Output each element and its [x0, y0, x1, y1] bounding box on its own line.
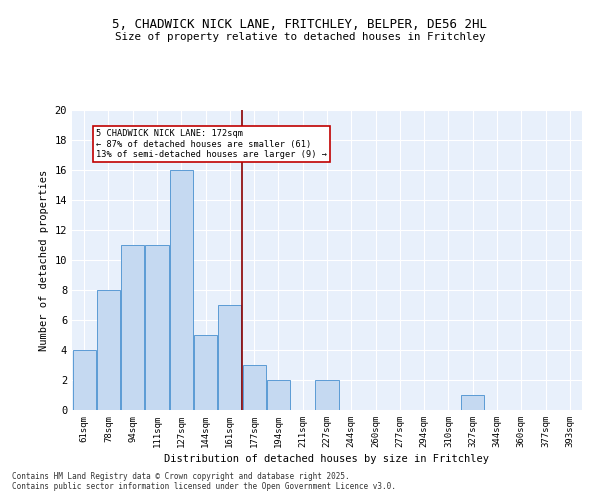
Bar: [461, 395, 484, 410]
Bar: [242, 365, 266, 410]
Text: 5 CHADWICK NICK LANE: 172sqm
← 87% of detached houses are smaller (61)
13% of se: 5 CHADWICK NICK LANE: 172sqm ← 87% of de…: [96, 130, 327, 160]
Text: Contains public sector information licensed under the Open Government Licence v3: Contains public sector information licen…: [12, 482, 396, 491]
Text: Size of property relative to detached houses in Fritchley: Size of property relative to detached ho…: [115, 32, 485, 42]
Bar: [194, 335, 217, 410]
Y-axis label: Number of detached properties: Number of detached properties: [39, 170, 49, 350]
Bar: [316, 380, 338, 410]
Bar: [145, 245, 169, 410]
Text: Contains HM Land Registry data © Crown copyright and database right 2025.: Contains HM Land Registry data © Crown c…: [12, 472, 350, 481]
Bar: [267, 380, 290, 410]
X-axis label: Distribution of detached houses by size in Fritchley: Distribution of detached houses by size …: [164, 454, 490, 464]
Bar: [170, 170, 193, 410]
Bar: [97, 290, 120, 410]
Text: 5, CHADWICK NICK LANE, FRITCHLEY, BELPER, DE56 2HL: 5, CHADWICK NICK LANE, FRITCHLEY, BELPER…: [113, 18, 487, 30]
Bar: [73, 350, 95, 410]
Bar: [218, 305, 241, 410]
Bar: [121, 245, 144, 410]
